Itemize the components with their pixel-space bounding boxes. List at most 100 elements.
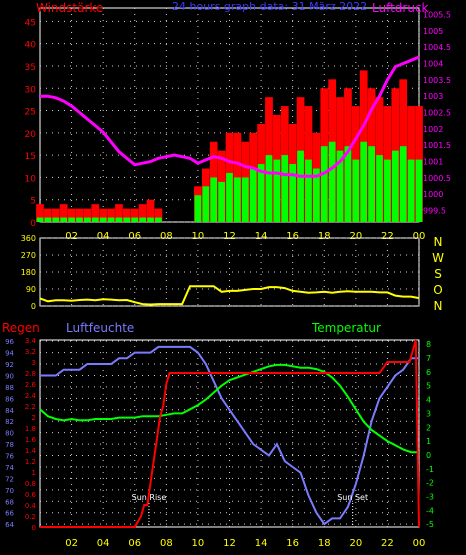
temperature-y-tick-label: 7	[426, 354, 431, 363]
direction-y-tick-label: 0	[31, 302, 36, 311]
pressure-y-tick-label: 1005.5	[423, 11, 451, 20]
wind-gust-bar	[344, 146, 352, 222]
wind-y-tick-label: 25	[25, 108, 36, 118]
pressure-line	[40, 55, 420, 178]
climate-x-tick-label: 12	[223, 538, 236, 549]
pressure-y-tick-label: 999.5	[423, 207, 446, 216]
wind-y-tick-label: 30	[25, 85, 37, 95]
humidity-y-tick-label: 94	[5, 350, 14, 358]
rain-y-tick-label: 2.4	[25, 392, 37, 400]
wind-gust-bar	[257, 164, 265, 222]
humidity-y-tick-label: 80	[5, 430, 14, 438]
wind-gust-bar	[234, 177, 241, 222]
rain-y-tick-label: 2	[32, 414, 36, 422]
pressure-y-tick-label: 1002	[423, 125, 443, 134]
rain-y-tick-label: 2.2	[25, 403, 36, 411]
temperature-y-tick-label: -1	[426, 465, 434, 474]
temperature-y-tick-label: -5	[426, 520, 434, 529]
climate-x-tick-label: 06	[128, 538, 141, 549]
wind-x-tick-label: 20	[349, 231, 362, 242]
rain-label: Regen	[2, 321, 40, 335]
pressure-y-tick-label: 1003.5	[423, 76, 451, 85]
wind-x-tick-label: 00	[413, 231, 426, 242]
compass-letter: N	[434, 299, 443, 313]
wind-gust-bar	[218, 181, 225, 222]
wind-speed-bar	[99, 208, 108, 222]
climate-x-tick-label: 22	[381, 538, 394, 549]
pressure-y-tick-label: 1004.5	[423, 43, 451, 52]
climate-x-tick-label: 10	[192, 538, 205, 549]
climate-panel: 646668707274767880828486889092949600.20.…	[2, 321, 434, 549]
wind-gust-bar	[147, 217, 154, 222]
wind-speed-bar	[67, 208, 76, 222]
humidity-y-tick-label: 72	[5, 475, 14, 483]
wind-x-tick-label: 18	[318, 231, 331, 242]
wind-gust-bar	[60, 217, 68, 222]
rain-y-tick-label: 1	[32, 469, 36, 477]
wind-speed-bar	[115, 204, 123, 222]
wind-gust-bar	[155, 217, 162, 222]
rain-y-tick-label: 3.2	[25, 348, 36, 356]
wind-gust-bar	[241, 177, 249, 222]
wind-speed-bar	[59, 204, 68, 222]
wind-gust-bar	[202, 186, 210, 222]
temperature-y-tick-label: 8	[426, 340, 431, 349]
rain-y-tick-label: 3	[32, 359, 36, 367]
wind-gust-bar	[376, 155, 383, 222]
wind-speed-bar	[44, 208, 52, 222]
temperature-y-tick-label: -4	[426, 506, 434, 515]
wind-y-tick-label: 10	[25, 174, 37, 184]
humidity-label: Luftfeuchte	[66, 321, 134, 335]
rain-y-tick-label: 1.4	[25, 447, 37, 455]
wind-gust-bar	[281, 155, 289, 222]
pressure-y-tick-label: 1000.5	[423, 174, 451, 183]
humidity-y-tick-label: 84	[5, 407, 14, 415]
rain-y-tick-label: 1.8	[25, 425, 36, 433]
wind-y-tick-label: 35	[25, 63, 36, 73]
wind-speed-bar	[138, 204, 147, 222]
humidity-y-tick-label: 86	[5, 395, 14, 403]
rain-y-tick-label: 0	[32, 524, 36, 532]
rain-y-tick-label: 3.4	[25, 337, 37, 345]
temperature-label: Temperatur	[311, 321, 381, 335]
climate-x-tick-label: 18	[318, 538, 331, 549]
climate-x-tick-label: 14	[255, 538, 268, 549]
compass-letter: N	[434, 235, 443, 249]
humidity-y-tick-label: 70	[5, 487, 14, 495]
wind-gust-bar	[91, 217, 99, 222]
wind-y-tick-label: 0	[30, 219, 36, 229]
pressure-y-tick-label: 1004	[423, 60, 443, 69]
pressure-y-tick-label: 1001	[423, 158, 443, 167]
humidity-y-tick-label: 92	[5, 361, 14, 369]
right-axis-label: Luftdruck	[372, 1, 429, 15]
left-axis-label: Windstärke	[36, 1, 103, 15]
wind-gust-bar	[407, 159, 415, 222]
direction-panel-grid	[40, 237, 420, 307]
wind-gust-bar	[328, 141, 336, 222]
wind-gust-bar	[360, 141, 368, 222]
rain-y-tick-label: 1.6	[25, 436, 37, 444]
wind-gust-bar	[194, 195, 202, 222]
humidity-y-tick-label: 76	[5, 453, 14, 461]
wind-x-tick-label: 22	[381, 231, 394, 242]
humidity-y-tick-label: 74	[5, 464, 14, 472]
wind-speed-bar	[107, 208, 115, 222]
wind-gust-bar	[336, 150, 344, 222]
wind-gust-bar	[289, 164, 297, 222]
wind-speed-bar	[75, 208, 84, 222]
rain-y-tick-label: 0.4	[25, 502, 37, 510]
humidity-y-tick-label: 78	[5, 441, 14, 449]
wind-y-tick-label: 40	[25, 41, 37, 51]
wind-gust-bar	[352, 159, 360, 222]
direction-panel-marks	[39, 285, 420, 306]
wind-gust-bar	[210, 177, 218, 222]
wind-speed-bar	[36, 204, 44, 222]
pressure-y-tick-label: 1005	[423, 27, 443, 36]
wind-gust-bar	[68, 217, 75, 222]
wind-gust-bar	[384, 159, 391, 222]
climate-x-tick-label: 20	[349, 538, 362, 549]
wind-gust-bar	[249, 168, 257, 222]
rain-y-tick-label: 1.2	[25, 458, 36, 466]
wind-x-tick-label: 12	[223, 231, 236, 242]
